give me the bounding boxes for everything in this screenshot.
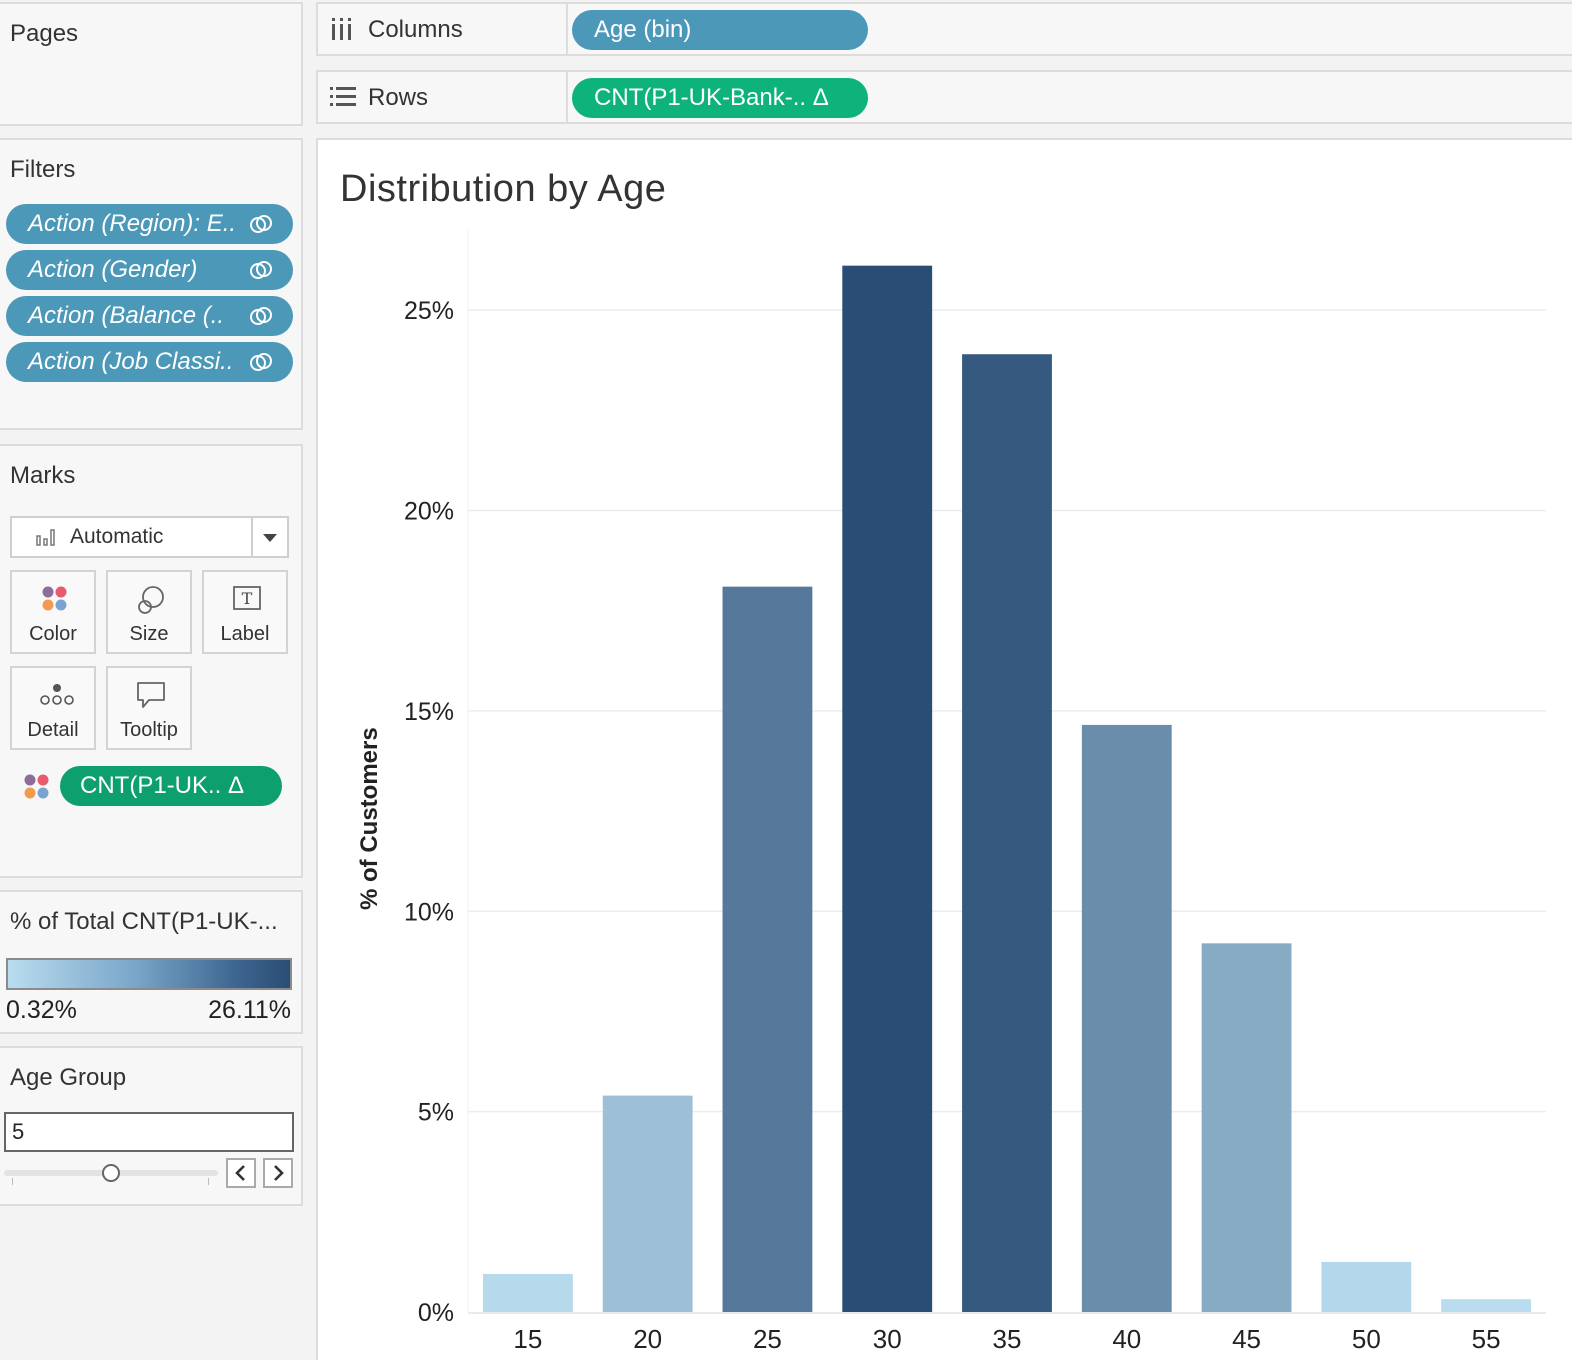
bar-chart-icon xyxy=(36,529,55,546)
linked-icon xyxy=(250,307,272,325)
detail-dots-icon xyxy=(40,684,74,705)
x-tick-label: 50 xyxy=(1352,1324,1381,1354)
filter-pill-balance[interactable]: Action (Balance (.. xyxy=(6,296,293,336)
x-tick-label: 35 xyxy=(993,1324,1022,1354)
x-tick-label: 40 xyxy=(1112,1324,1141,1354)
age-group-input[interactable] xyxy=(4,1112,294,1152)
size-button-label: Size xyxy=(129,623,169,645)
filter-pill-job-classification[interactable]: Action (Job Classi.. xyxy=(6,342,293,382)
dropdown-divider xyxy=(251,518,253,556)
y-tick-label: 25% xyxy=(404,297,454,325)
linked-icon xyxy=(250,261,272,279)
filter-pill-gender[interactable]: Action (Gender) xyxy=(6,250,293,290)
color-encoding-pill[interactable]: CNT(P1-UK.. Δ xyxy=(60,766,282,806)
x-tick-label: 15 xyxy=(513,1324,542,1354)
age-group-parameter-card[interactable]: Age Group xyxy=(0,1046,303,1206)
bar-chart[interactable]: 0% 5% 10% 15% 20% 25% 15 20 25 30 35 40 45 50 55 xyxy=(318,140,1572,1360)
filters-title: Filters xyxy=(10,156,76,183)
bar-25[interactable] xyxy=(722,586,813,1312)
chevron-right-icon xyxy=(274,1165,284,1181)
label-button[interactable]: T Label xyxy=(202,570,288,654)
x-tick-label: 45 xyxy=(1232,1324,1261,1354)
count-measure-pill[interactable]: CNT(P1-UK-Bank-.. Δ xyxy=(572,78,868,118)
chevron-left-icon xyxy=(235,1165,245,1181)
chart-view[interactable]: Distribution by Age % of Customers 0% 5% 1… xyxy=(316,138,1572,1360)
step-forward-button[interactable] xyxy=(263,1158,293,1188)
x-tick-label: 55 xyxy=(1472,1324,1501,1354)
size-button[interactable]: Size xyxy=(106,570,192,654)
mark-type-dropdown[interactable]: Automatic xyxy=(10,516,289,558)
age-group-slider-thumb[interactable] xyxy=(102,1164,120,1182)
label-button-label: Label xyxy=(220,623,270,645)
shelf-divider xyxy=(566,4,568,54)
slider-tick-right xyxy=(208,1178,209,1185)
tooltip-button[interactable]: Tooltip xyxy=(106,666,192,750)
mark-type-label: Automatic xyxy=(70,525,164,548)
y-tick-label: 5% xyxy=(418,1099,454,1127)
color-dots-icon xyxy=(24,774,49,799)
legend-min-label: 0.32% xyxy=(6,996,77,1024)
rows-icon xyxy=(330,87,356,106)
size-icon xyxy=(138,586,164,614)
filter-label: Action (Region): E.. xyxy=(28,210,237,237)
chart-title: Distribution by Age xyxy=(340,168,667,210)
filter-label: Action (Balance (.. xyxy=(28,302,225,329)
slider-tick-left xyxy=(12,1178,13,1185)
rows-label: Rows xyxy=(368,84,429,111)
svg-text:T: T xyxy=(242,589,253,608)
y-tick-label: 20% xyxy=(404,498,454,526)
shelf-divider xyxy=(566,72,568,122)
pages-card[interactable]: Pages xyxy=(0,2,303,126)
columns-label: Columns xyxy=(368,16,463,43)
linked-icon xyxy=(250,215,272,233)
color-legend-title: % of Total CNT(P1-UK-... xyxy=(10,908,278,935)
bar-45[interactable] xyxy=(1201,943,1292,1312)
marks-card[interactable]: Marks Automatic Color Size xyxy=(0,444,303,878)
color-dots-icon xyxy=(42,586,67,611)
columns-icon xyxy=(332,18,351,40)
detail-button-label: Detail xyxy=(27,719,79,741)
step-back-button[interactable] xyxy=(226,1158,256,1188)
y-tick-label: 15% xyxy=(404,698,454,726)
bar-55[interactable] xyxy=(1441,1299,1532,1312)
filter-label: Action (Gender) xyxy=(28,256,198,283)
bar-50[interactable] xyxy=(1321,1261,1412,1312)
filter-label: Action (Job Classi.. xyxy=(28,348,234,375)
age-group-title: Age Group xyxy=(10,1064,127,1091)
marks-title: Marks xyxy=(10,462,76,489)
bar-15[interactable] xyxy=(482,1273,573,1312)
filter-pill-region[interactable]: Action (Region): E.. xyxy=(6,204,293,244)
tooltip-button-label: Tooltip xyxy=(120,719,178,741)
x-tick-label: 20 xyxy=(633,1324,662,1354)
detail-button[interactable]: Detail xyxy=(10,666,96,750)
x-tick-label: 30 xyxy=(873,1324,902,1354)
columns-shelf[interactable]: Columns Age (bin) xyxy=(316,2,1572,56)
bar-20[interactable] xyxy=(602,1095,693,1312)
age-bin-pill[interactable]: Age (bin) xyxy=(572,10,868,50)
x-tick-label: 25 xyxy=(753,1324,782,1354)
color-legend-card[interactable]: % of Total CNT(P1-UK-... 0.32% 26.11% xyxy=(0,890,303,1034)
color-button[interactable]: Color xyxy=(10,570,96,654)
legend-max-label: 26.11% xyxy=(208,996,291,1024)
bar-30[interactable] xyxy=(842,265,933,1313)
y-tick-label: 10% xyxy=(404,898,454,926)
y-tick-label: 0% xyxy=(418,1299,454,1327)
bar-35[interactable] xyxy=(962,354,1052,1312)
linked-icon xyxy=(250,353,272,371)
color-gradient-bar xyxy=(6,958,292,990)
bar-40[interactable] xyxy=(1081,724,1172,1312)
chevron-down-icon xyxy=(263,534,277,542)
tooltip-icon xyxy=(137,682,165,708)
pages-title: Pages xyxy=(10,20,79,47)
color-button-label: Color xyxy=(29,623,77,645)
filters-card[interactable]: Filters Action (Region): E.. Action (Gen… xyxy=(0,138,303,430)
rows-shelf[interactable]: Rows CNT(P1-UK-Bank-.. Δ xyxy=(316,70,1572,124)
text-label-icon: T xyxy=(233,586,261,610)
